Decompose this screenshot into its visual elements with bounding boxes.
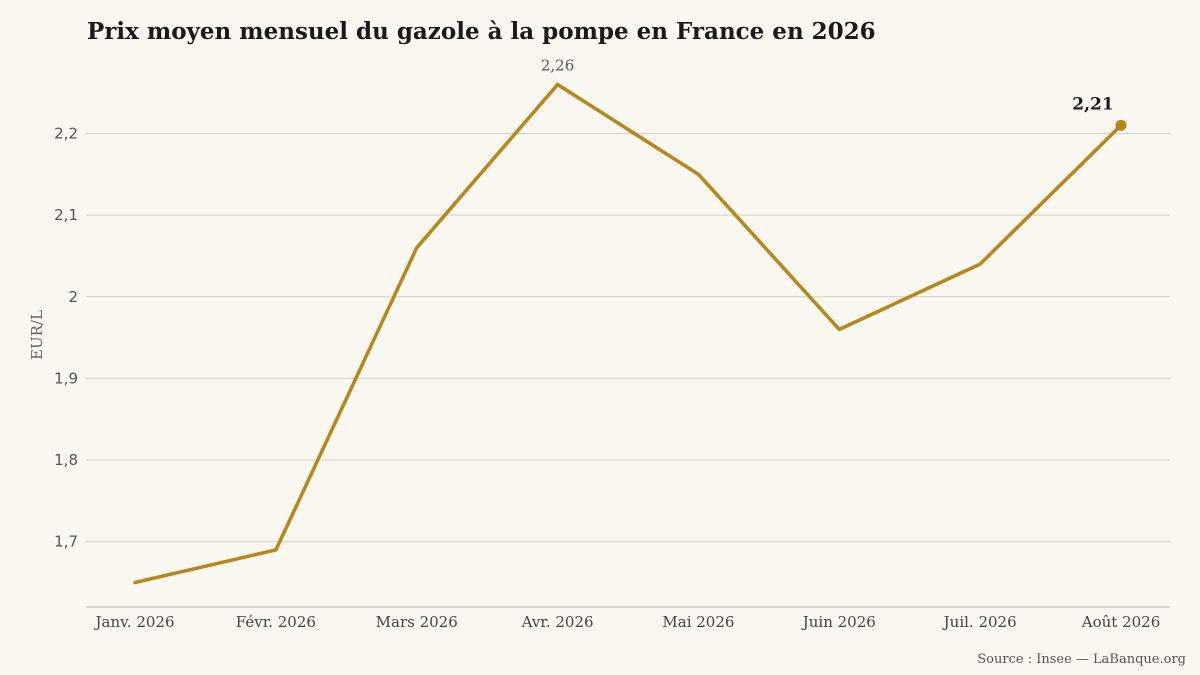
x-tick-label: Mai 2026 <box>662 613 734 631</box>
x-tick-label: Avr. 2026 <box>521 613 594 631</box>
y-tick-label: 1,8 <box>54 451 78 469</box>
last-point-marker <box>1115 119 1127 131</box>
chart-source: Source : Insee — LaBanque.org <box>977 652 1186 667</box>
max-value-label: 2,26 <box>541 56 574 74</box>
y-tick-label: 2 <box>68 288 78 306</box>
x-tick-label: Mars 2026 <box>376 613 458 631</box>
x-tick-label: Juil. 2026 <box>942 613 1017 631</box>
series-line <box>133 82 1123 585</box>
y-tick-label: 1,7 <box>54 533 78 551</box>
chart-title: Prix moyen mensuel du gazole à la pompe … <box>87 18 876 45</box>
x-tick-label: Juin 2026 <box>801 613 876 631</box>
y-tick-label: 2,1 <box>54 206 78 224</box>
x-tick-label: Août 2026 <box>1081 613 1161 631</box>
x-tick-label: Janv. 2026 <box>93 613 174 631</box>
y-tick-label: 1,9 <box>54 369 78 387</box>
y-axis-label: EUR/L <box>28 310 46 360</box>
x-tick-label: Févr. 2026 <box>236 613 316 631</box>
last-value-label: 2,21 <box>1072 94 1113 114</box>
y-tick-label: 2,2 <box>54 124 78 142</box>
